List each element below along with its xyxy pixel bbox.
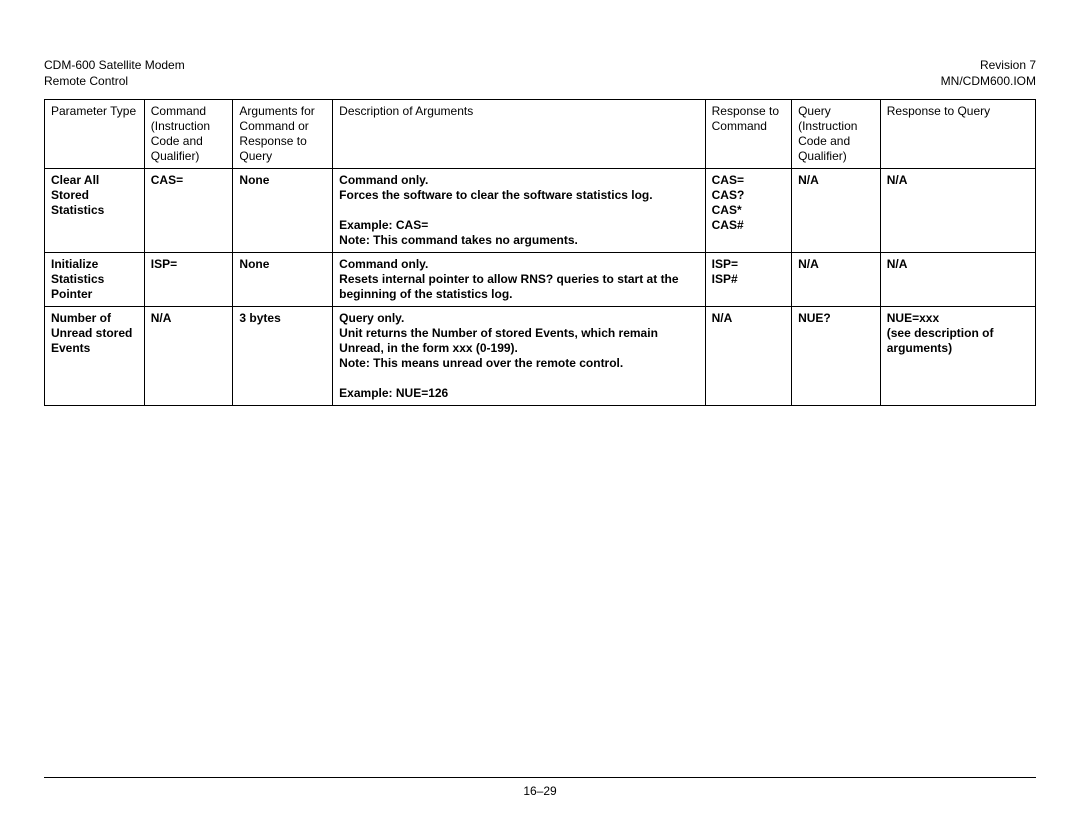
header-product: CDM-600 Satellite Modem [44, 58, 185, 72]
resp-line: CAS* [712, 203, 742, 217]
col-response-to-query: Response to Query [880, 100, 1035, 169]
desc-line: Command only. [339, 257, 428, 271]
header-left: CDM-600 Satellite Modem Remote Control [44, 58, 185, 89]
cell-query: NUE? [792, 307, 881, 406]
col-description: Description of Arguments [333, 100, 705, 169]
col-arguments: Arguments for Command or Response to Que… [233, 100, 333, 169]
cell-desc: Query only. Unit returns the Number of s… [333, 307, 705, 406]
resp-line: CAS= [712, 173, 744, 187]
resp-line: N/A [712, 311, 733, 325]
rquery-line: (see description of arguments) [887, 326, 994, 355]
desc-line: Query only. [339, 311, 404, 325]
cell-param: Number of Unread stored Events [45, 307, 145, 406]
resp-line: CAS? [712, 188, 745, 202]
rquery-line: NUE=xxx [887, 311, 939, 325]
table-row: Initialize Statistics Pointer ISP= None … [45, 253, 1036, 307]
cell-args: None [233, 253, 333, 307]
col-command: Command (Instruction Code and Qualifier) [144, 100, 233, 169]
header-right: Revision 7 MN/CDM600.IOM [941, 58, 1036, 89]
header-revision: Revision 7 [980, 58, 1036, 72]
resp-line: ISP# [712, 272, 738, 286]
cell-cmd: N/A [144, 307, 233, 406]
cell-param: Initialize Statistics Pointer [45, 253, 145, 307]
resp-line: ISP= [712, 257, 738, 271]
cell-desc: Command only. Resets internal pointer to… [333, 253, 705, 307]
cell-query: N/A [792, 169, 881, 253]
cell-args: 3 bytes [233, 307, 333, 406]
cell-desc: Command only. Forces the software to cle… [333, 169, 705, 253]
page-header: CDM-600 Satellite Modem Remote Control R… [44, 58, 1036, 89]
cell-cmd: ISP= [144, 253, 233, 307]
cell-rquery: N/A [880, 253, 1035, 307]
header-docid: MN/CDM600.IOM [941, 74, 1036, 88]
col-parameter-type: Parameter Type [45, 100, 145, 169]
page-footer: 16–29 [44, 777, 1036, 798]
page-number: 16–29 [523, 784, 556, 798]
table-header-row: Parameter Type Command (Instruction Code… [45, 100, 1036, 169]
table-row: Clear All Stored Statistics CAS= None Co… [45, 169, 1036, 253]
cell-args: None [233, 169, 333, 253]
cell-resp: N/A [705, 307, 791, 406]
resp-line: CAS# [712, 218, 744, 232]
cell-rquery: NUE=xxx (see description of arguments) [880, 307, 1035, 406]
table-row: Number of Unread stored Events N/A 3 byt… [45, 307, 1036, 406]
desc-line: Forces the software to clear the softwar… [339, 188, 652, 202]
cell-cmd: CAS= [144, 169, 233, 253]
cell-resp: CAS= CAS? CAS* CAS# [705, 169, 791, 253]
desc-line: Note: This means unread over the remote … [339, 356, 623, 370]
cell-query: N/A [792, 253, 881, 307]
desc-line: Unit returns the Number of stored Events… [339, 326, 658, 355]
desc-line: Example: CAS= [339, 218, 428, 232]
desc-line: Resets internal pointer to allow RNS? qu… [339, 272, 678, 301]
desc-line: Command only. [339, 173, 428, 187]
command-table: Parameter Type Command (Instruction Code… [44, 99, 1036, 406]
cell-rquery: N/A [880, 169, 1035, 253]
cell-param: Clear All Stored Statistics [45, 169, 145, 253]
desc-line: Example: NUE=126 [339, 386, 448, 400]
header-section: Remote Control [44, 74, 128, 88]
col-query: Query (Instruction Code and Qualifier) [792, 100, 881, 169]
desc-line: Note: This command takes no arguments. [339, 233, 578, 247]
cell-resp: ISP= ISP# [705, 253, 791, 307]
col-response-to-command: Response to Command [705, 100, 791, 169]
